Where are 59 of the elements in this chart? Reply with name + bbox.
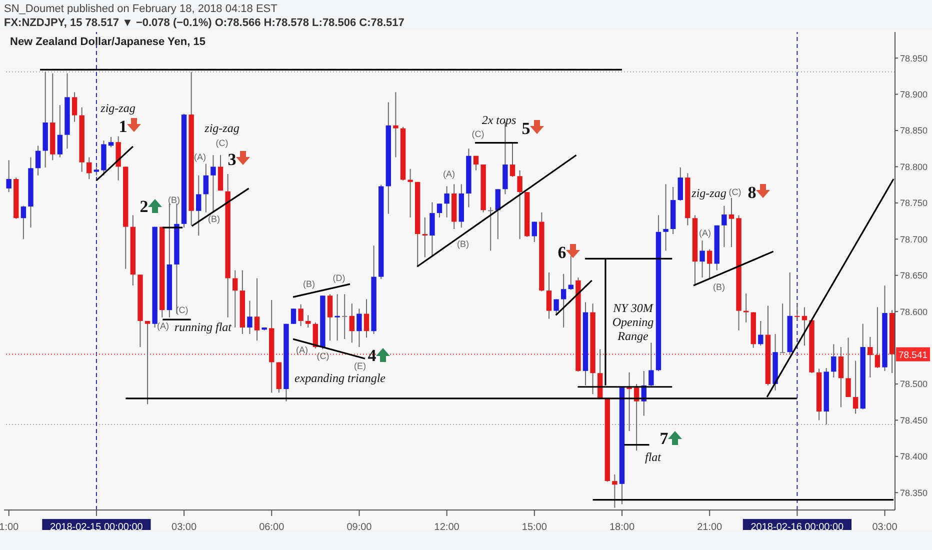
annotation: 2x tops <box>482 113 516 128</box>
annotation: (B) <box>303 279 315 290</box>
x-tick-label: 2018-02-15 00:00:00 <box>50 522 144 533</box>
annotation: expanding triangle <box>294 371 386 386</box>
x-tick-label: 03:00 <box>872 522 898 533</box>
annotation: (A) <box>443 169 455 180</box>
y-tick-label: 78.400 <box>900 452 928 462</box>
y-tick-label: 78.700 <box>900 234 928 244</box>
y-tick-label: 78.600 <box>900 306 928 317</box>
ref-line-label: 78.541 <box>898 350 928 361</box>
annotation: zig-zag <box>100 101 136 116</box>
chart-subtitle: FX:NZDJPY, 15 78.517 ▼ −0.078 (−0.1%) O:78.566 H:78.578 L:78.506 C:78.517 <box>4 16 404 30</box>
annotation: (B) <box>168 195 180 206</box>
annotation: (C) <box>472 129 484 140</box>
annotation: running flat <box>174 320 232 334</box>
annotation: (C) <box>316 351 330 362</box>
annotation: (C) <box>728 187 742 198</box>
annotation: 3 <box>228 150 236 169</box>
annotation: (A) <box>296 345 308 356</box>
annotation: 1 <box>118 116 128 136</box>
x-tick-label: 03:00 <box>172 522 197 533</box>
x-tick-label: 09:00 <box>346 522 372 533</box>
annotation: zig-zag <box>204 121 240 136</box>
annotation: (B) <box>208 214 220 224</box>
annotation: (A) <box>157 321 169 332</box>
y-tick-label: 78.650 <box>900 270 928 281</box>
annotation: NY 30M Opening Range <box>612 301 654 344</box>
annotation: (D) <box>332 273 346 284</box>
y-tick-label: 78.900 <box>900 89 928 100</box>
x-tick-label: 2018-02-16 00:00:00 <box>750 522 844 533</box>
x-tick-label: 15:00 <box>522 522 548 533</box>
annotation: 2 <box>140 196 148 216</box>
annotation: (B) <box>457 239 469 250</box>
x-tick-label: 06:00 <box>259 522 285 533</box>
annotation: (A) <box>194 152 206 162</box>
y-tick-label: 78.850 <box>900 126 928 136</box>
x-tick-label: 1:00 <box>0 522 20 533</box>
y-tick-label: 78.450 <box>900 415 928 426</box>
x-tick-label: 18:00 <box>609 522 635 533</box>
text: SN_Doumet published on February 18, 2018 04:18 EST <box>4 2 278 16</box>
chart-title: New Zealand Dollar/Japanese Yen, 15 <box>10 36 206 48</box>
annotation: 5 <box>522 118 530 138</box>
y-tick-label: 78.750 <box>900 198 928 208</box>
annotation: 6 <box>558 242 566 262</box>
y-tick-label: 78.800 <box>900 162 928 172</box>
y-tick-label: 78.350 <box>900 488 928 498</box>
annotation: zig-zag <box>690 186 726 200</box>
annotation: (A) <box>699 228 711 238</box>
annotation: 8 <box>748 182 756 202</box>
annotation: 4 <box>368 346 377 365</box>
annotation: (C) <box>216 138 228 148</box>
y-tick-label: 78.950 <box>900 53 928 64</box>
x-tick-label: 21:00 <box>697 522 723 533</box>
annotation: 7 <box>660 428 669 448</box>
annotation: flat <box>644 450 662 464</box>
annotation: (E) <box>354 361 366 372</box>
x-tick-label: 12:00 <box>434 522 460 533</box>
annotation: (B) <box>713 282 725 292</box>
y-tick-label: 78.500 <box>900 379 928 390</box>
